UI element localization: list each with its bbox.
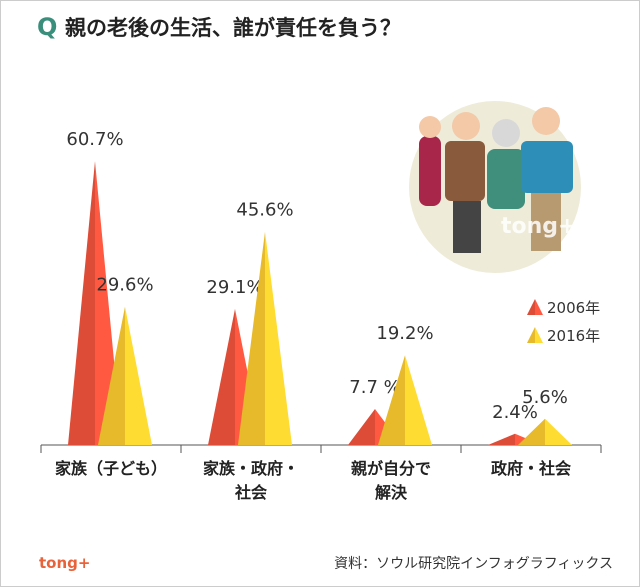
x-tick-label: 家族・政府・ 社会 xyxy=(202,459,299,502)
peak-left xyxy=(98,306,125,445)
value-label: 29.6% xyxy=(96,275,153,296)
watermark: tong+ xyxy=(501,214,576,239)
peak-right xyxy=(125,306,152,445)
peak-left xyxy=(238,231,265,445)
peak-right xyxy=(265,231,292,445)
legend-label: 2006年 xyxy=(547,299,600,317)
value-label: 5.6% xyxy=(522,387,568,408)
x-tick-label: 家族（子ども） xyxy=(54,459,167,478)
peak-left xyxy=(518,418,545,445)
legend-swatch xyxy=(527,327,535,343)
peak-right xyxy=(405,355,432,445)
value-label: 7.7 % xyxy=(349,377,400,398)
illustration: tong+ xyxy=(409,101,581,273)
peak-left xyxy=(208,308,235,445)
x-tick-label: 親が自分で 解決 xyxy=(350,459,431,502)
value-label: 2.4% xyxy=(492,402,538,423)
value-label: 45.6% xyxy=(236,200,293,221)
peak-left xyxy=(68,161,95,445)
x-tick-label: 政府・社会 xyxy=(490,459,571,478)
value-label: 19.2% xyxy=(376,323,433,344)
peak-left xyxy=(348,408,375,445)
value-label: 29.1% xyxy=(206,277,263,298)
peak-right xyxy=(545,418,572,445)
title-marker: Q xyxy=(37,13,57,41)
legend-label: 2016年 xyxy=(547,327,600,345)
legend-swatch xyxy=(535,327,543,343)
logo: tong+ xyxy=(39,554,90,572)
legend-swatch xyxy=(535,299,543,315)
legend-swatch xyxy=(527,299,535,315)
peak-left xyxy=(378,355,405,445)
value-label: 60.7% xyxy=(66,129,123,150)
peak-left xyxy=(488,433,515,445)
chart-title: 親の老後の生活、誰が責任を負う？ xyxy=(65,16,401,40)
source: 資料：ソウル研究院インフォグラフィックス xyxy=(334,556,613,572)
